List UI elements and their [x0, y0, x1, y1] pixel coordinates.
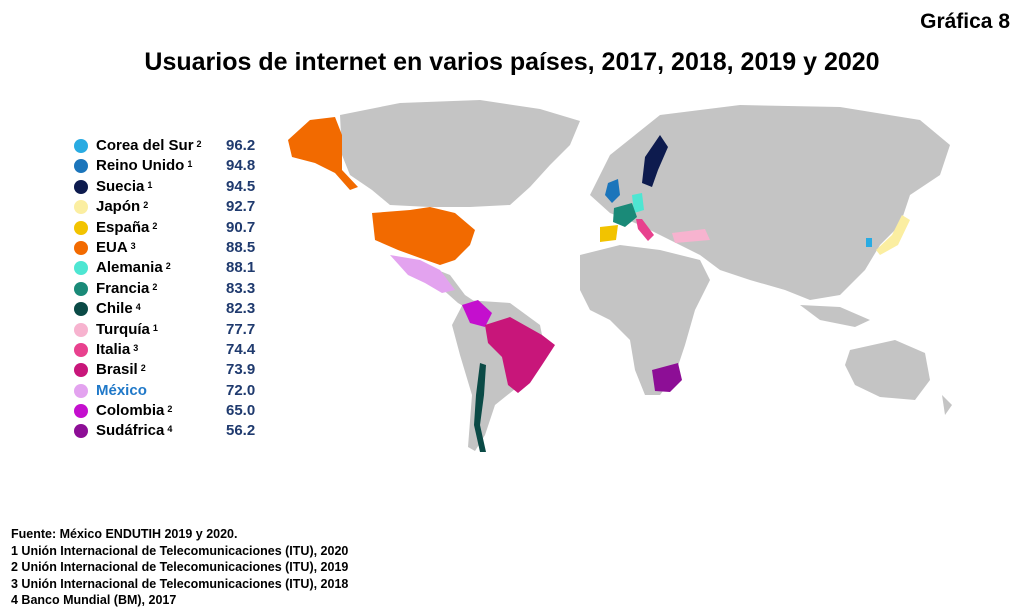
japan: [876, 215, 910, 255]
legend-swatch: [74, 159, 88, 174]
legend-value: 92.7: [226, 198, 256, 216]
legend-item: Reino Unido 1 94.8: [74, 157, 274, 177]
legend-swatch: [74, 281, 88, 296]
source-notes: Fuente: México ENDUTIH 2019 y 2020. 1 Un…: [11, 526, 348, 609]
legend-country: Colombia 2: [96, 402, 173, 420]
legend-value: 96.2: [226, 137, 256, 154]
legend-item: Japón 2 92.7: [74, 198, 274, 218]
legend-country: Turquía 1: [96, 320, 158, 338]
legend-item: Turquía 1 77.7: [74, 321, 274, 341]
legend-item: México 72.0: [74, 382, 274, 402]
italy: [636, 219, 654, 241]
usa: [372, 207, 475, 265]
legend-item: Alemania 2 88.1: [74, 259, 274, 279]
legend-item: Italia 3 74.4: [74, 341, 274, 361]
legend-country: Italia 3: [96, 340, 139, 358]
legend-value: 90.7: [226, 218, 256, 236]
legend-country: Suecia 1: [96, 177, 153, 195]
chart-title: Usuarios de internet en varios países, 2…: [144, 48, 880, 76]
legend-swatch: [74, 220, 88, 235]
legend-value: 74.4: [226, 340, 256, 358]
brazil: [485, 317, 555, 393]
legend-item: Brasil 2 73.9: [74, 361, 274, 381]
legend-swatch: [74, 179, 88, 194]
legend-item: España 2 90.7: [74, 219, 274, 239]
chile: [474, 363, 486, 452]
legend-value: 65.0: [226, 402, 256, 420]
legend-value: 94.5: [226, 177, 256, 195]
legend-country: Alemania 2: [96, 259, 171, 277]
legend-country: México: [96, 381, 147, 399]
footnote-3: 3 Unión Internacional de Telecomunicacio…: [11, 576, 349, 591]
legend-value: 56.2: [226, 422, 256, 440]
figure-number: Gráfica 8: [920, 10, 1010, 33]
legend-swatch: [74, 322, 88, 337]
legend-country: Sudáfrica 4: [96, 422, 173, 440]
alaska-usa: [288, 117, 358, 190]
legend-swatch: [74, 383, 88, 398]
legend-country: Corea del Sur 2: [96, 137, 202, 154]
legend-item: Sudáfrica 4 56.2: [74, 422, 274, 442]
footnote-2: 2 Unión Internacional de Telecomunicacio…: [11, 560, 349, 574]
legend-value: 73.9: [226, 361, 256, 379]
legend-swatch: [74, 240, 88, 255]
legend-country: España 2: [96, 218, 158, 236]
legend-swatch: [74, 302, 88, 317]
legend-swatch: [74, 404, 88, 419]
spain: [600, 225, 618, 242]
legend-value: 83.3: [226, 279, 256, 297]
world-map: [288, 100, 952, 452]
highlighted-countries: [288, 117, 910, 452]
legend-value: 82.3: [226, 300, 256, 318]
legend-country: Francia 2: [96, 279, 158, 297]
legend-value: 77.7: [226, 320, 256, 338]
legend-item: EUA 3 88.5: [74, 239, 274, 259]
legend-item: Colombia 2 65.0: [74, 402, 274, 422]
footnote-1: 1 Unión Internacional de Telecomunicacio…: [11, 543, 349, 558]
sweden: [642, 135, 668, 187]
south-africa: [652, 363, 682, 392]
colombia: [462, 300, 492, 327]
mexico: [390, 255, 455, 293]
legend-item: Corea del Sur 2 96.2: [74, 137, 274, 157]
legend-swatch: [74, 261, 88, 276]
turkey: [672, 229, 710, 243]
legend-value: 88.5: [226, 238, 256, 256]
legend-swatch: [74, 342, 88, 357]
legend-swatch: [74, 139, 88, 153]
legend-value: 88.1: [226, 259, 256, 277]
legend-country: Chile 4: [96, 300, 141, 318]
source-line: Fuente: México ENDUTIH 2019 y 2020.: [11, 527, 238, 541]
germany: [632, 193, 644, 213]
legend-country: Japón 2: [96, 198, 149, 216]
land: [340, 100, 952, 451]
south-korea: [866, 238, 872, 247]
legend-value: 94.8: [226, 157, 256, 175]
france: [613, 203, 637, 227]
legend-country: Reino Unido 1: [96, 157, 193, 175]
legend-item: Chile 4 82.3: [74, 300, 274, 320]
legend-swatch: [74, 363, 88, 378]
legend-value: 72.0: [226, 381, 256, 399]
legend-swatch: [74, 424, 88, 439]
legend-country: EUA 3: [96, 238, 136, 256]
legend-swatch: [74, 200, 88, 215]
uk: [605, 179, 620, 203]
legend: Corea del Sur 2 96.2 Reino Unido 1 94.8 Suec…: [74, 137, 274, 443]
legend-country: Brasil 2: [96, 361, 146, 379]
footnote-4: 4 Banco Mundial (BM), 2017: [11, 593, 177, 607]
legend-item: Suecia 1 94.5: [74, 178, 274, 198]
legend-item: Francia 2 83.3: [74, 280, 274, 300]
